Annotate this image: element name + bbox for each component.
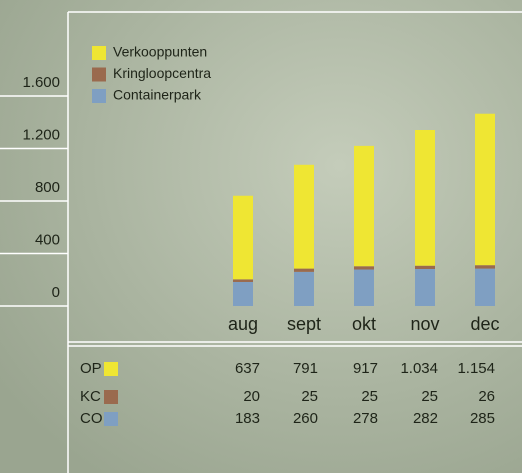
bar-segment — [415, 265, 435, 269]
table-value: 25 — [361, 388, 378, 405]
legend-swatch — [92, 89, 106, 103]
table-value: 260 — [293, 410, 318, 427]
table-value: 1.154 — [457, 360, 495, 377]
bar-segment — [475, 268, 495, 306]
y-tick-label: 800 — [35, 179, 60, 196]
y-tick-label: 0 — [52, 284, 60, 301]
bar-segment — [415, 129, 435, 266]
row-label: OP — [80, 360, 102, 377]
bar-segment — [354, 145, 374, 267]
table-value: 791 — [293, 360, 318, 377]
bar-segment — [415, 268, 435, 306]
bar-segment — [294, 268, 314, 272]
table-value: 285 — [470, 410, 495, 427]
x-tick-label: okt — [352, 314, 376, 334]
y-tick-label: 400 — [35, 231, 60, 248]
bar-segment — [354, 266, 374, 270]
table-value: 26 — [478, 388, 495, 405]
row-swatch — [104, 412, 118, 426]
legend-label: Containerpark — [113, 87, 202, 103]
table-value: 25 — [301, 388, 318, 405]
x-tick-label: dec — [470, 314, 499, 334]
legend-label: Kringloopcentra — [113, 65, 211, 81]
bar-segment — [233, 279, 253, 282]
row-label: KC — [80, 388, 101, 405]
table-value: 282 — [413, 410, 438, 427]
row-swatch — [104, 362, 118, 376]
row-label: CO — [80, 410, 103, 427]
table-value: 917 — [353, 360, 378, 377]
y-tick-label: 1.200 — [22, 126, 60, 143]
bar-segment — [475, 113, 495, 266]
table-value: 1.034 — [400, 360, 438, 377]
bar-segment — [233, 195, 253, 280]
x-tick-label: aug — [228, 314, 258, 334]
bar-segment — [354, 269, 374, 306]
row-swatch — [104, 390, 118, 404]
y-tick-label: 1.600 — [22, 74, 60, 91]
bar-segment — [233, 281, 253, 306]
table-value: 278 — [353, 410, 378, 427]
x-tick-label: sept — [287, 314, 321, 334]
table-value: 637 — [235, 360, 260, 377]
bar-segment — [294, 271, 314, 306]
x-tick-label: nov — [410, 314, 439, 334]
table-value: 183 — [235, 410, 260, 427]
legend-label: Verkooppunten — [113, 44, 207, 60]
legend-swatch — [92, 67, 106, 82]
bar-segment — [475, 265, 495, 269]
bar-segment — [294, 164, 314, 269]
table-value: 20 — [243, 388, 260, 405]
legend-swatch — [92, 46, 106, 60]
table-value: 25 — [421, 388, 438, 405]
